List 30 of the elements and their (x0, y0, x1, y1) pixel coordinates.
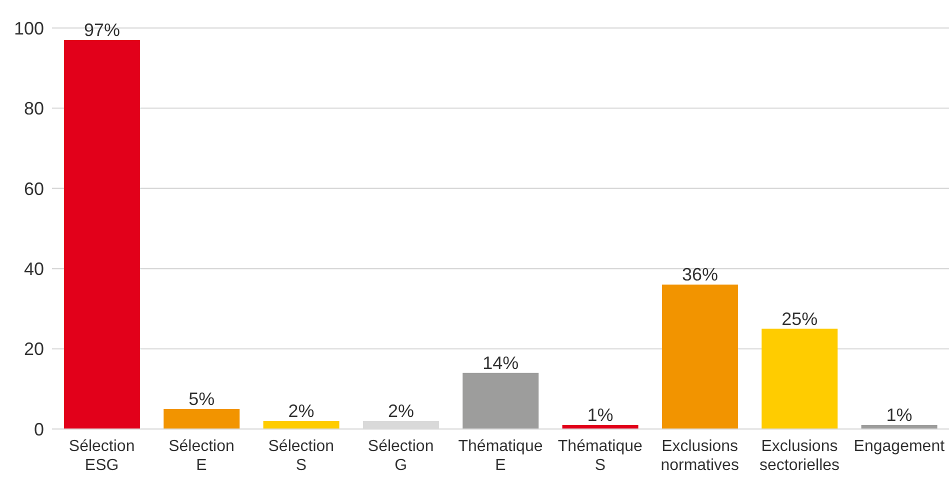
data-label: 36% (682, 264, 718, 285)
bar (762, 328, 838, 429)
x-tick-label: Sélection G (368, 438, 434, 474)
data-label: 2% (388, 400, 414, 421)
data-label: 5% (188, 388, 215, 409)
data-label: 97% (84, 20, 120, 40)
x-tick-label: Engagement (854, 438, 946, 455)
x-tick-label: Sélection E (168, 438, 234, 474)
x-tick-label: Thématique E (458, 438, 543, 474)
y-tick-label: 100 (14, 18, 44, 38)
data-label: 2% (288, 400, 314, 421)
data-label: 1% (886, 404, 912, 425)
bar (164, 408, 240, 429)
y-tick-label: 60 (24, 178, 44, 199)
x-tick-label: Sélection ESG (68, 438, 135, 474)
y-tick-label: 20 (24, 339, 44, 360)
data-label: 14% (482, 352, 519, 373)
y-tick-label: 0 (34, 419, 44, 440)
data-label: 1% (587, 404, 614, 425)
bar (662, 284, 738, 429)
y-tick-label: 80 (24, 98, 44, 119)
bar (64, 40, 140, 429)
x-tick-label: Exclusions sectorielles (759, 438, 840, 474)
bar (263, 420, 340, 429)
data-label: 25% (782, 308, 818, 329)
bar (462, 372, 539, 429)
x-tick-label: Exclusions normatives (660, 438, 739, 474)
y-tick-label: 40 (24, 258, 44, 279)
x-tick-label: Thématique S (558, 438, 643, 474)
x-tick-label: Sélection S (268, 438, 334, 474)
